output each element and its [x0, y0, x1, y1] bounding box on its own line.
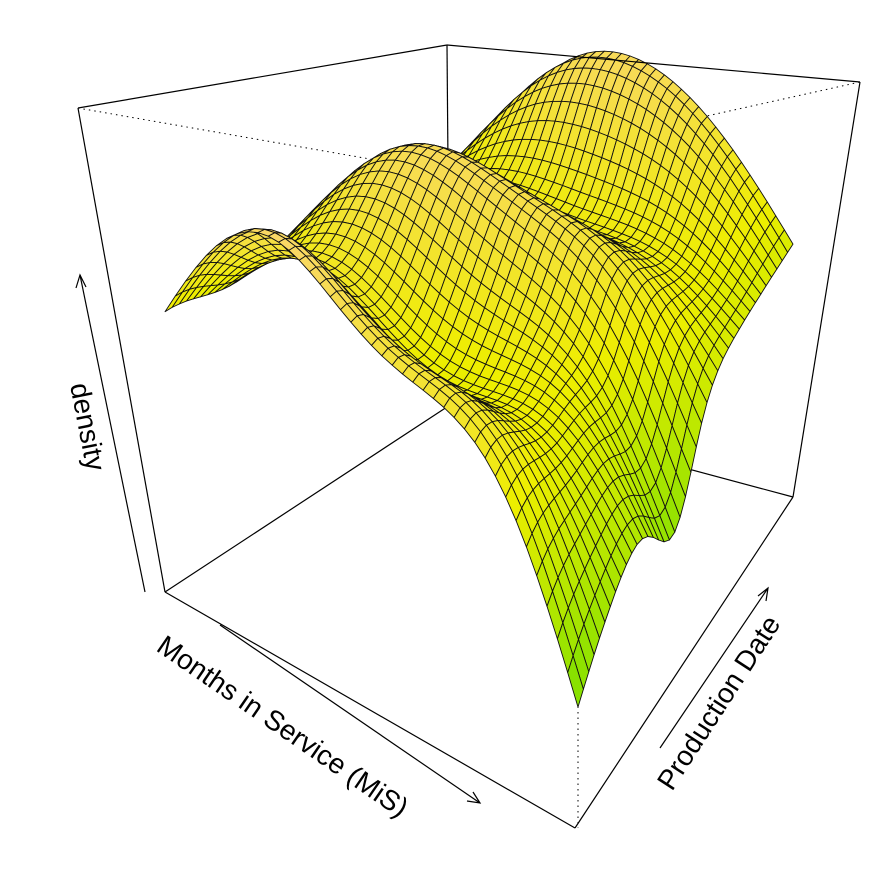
surface-facet	[567, 655, 584, 708]
y-axis-arrow	[659, 587, 769, 749]
surface-mesh	[164, 50, 794, 708]
box-edge-floor-left	[164, 404, 451, 593]
y-axis-arrowhead	[757, 586, 769, 602]
box-edge-left-vertical	[77, 107, 166, 593]
x-axis-arrow	[219, 624, 481, 804]
z-axis-arrow	[79, 274, 146, 593]
box-edge-top-left	[77, 44, 448, 109]
y-axis-label: Production Date	[651, 610, 786, 795]
x-axis-label: Months in Service (MiS)	[152, 629, 414, 823]
z-axis-arrowhead	[75, 273, 87, 289]
box-front-edges	[77, 44, 861, 829]
axis-arrows	[75, 273, 769, 804]
box-edge-right-vertical	[792, 81, 861, 498]
box-edge-top-right	[446, 44, 861, 83]
box-edge-bottom-left	[164, 591, 576, 829]
x-axis-arrowhead	[466, 791, 482, 804]
box-edge-bottom-right	[574, 496, 794, 829]
